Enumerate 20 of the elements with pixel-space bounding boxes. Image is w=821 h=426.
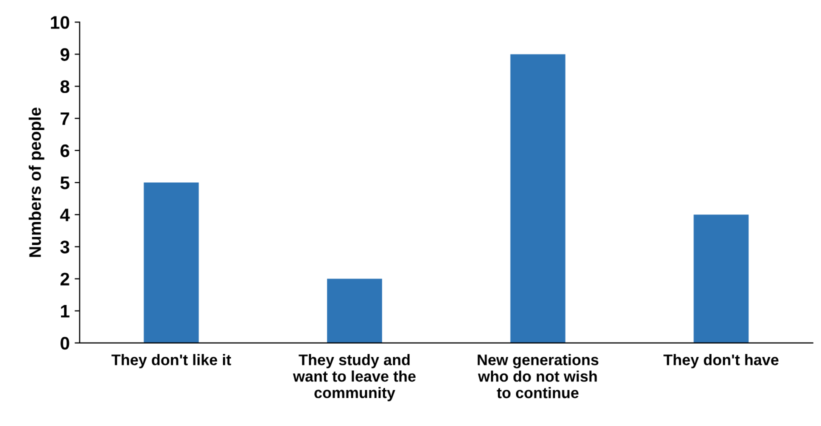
x-tick-label: They don't like it: [111, 354, 232, 368]
bar: [144, 182, 199, 343]
bar: [694, 214, 749, 343]
y-tick-label: 9: [60, 48, 70, 61]
bar: [327, 278, 382, 343]
y-tick-label: 2: [60, 272, 70, 286]
y-tick-label: 3: [60, 240, 70, 254]
y-tick-label: 5: [60, 176, 70, 190]
x-tick-label: They don't have: [663, 354, 778, 368]
x-tick-label: New generations who do not wish to continue: [478, 354, 598, 398]
y-axis-title: Numbers of people: [28, 108, 44, 257]
y-tick-label: 0: [60, 336, 70, 350]
y-tick-label: 7: [60, 112, 70, 125]
y-tick-label: 10: [50, 16, 70, 29]
bar: [510, 54, 566, 343]
y-tick-label: 8: [60, 80, 70, 94]
y-tick-label: 4: [60, 208, 70, 222]
y-tick-label: 6: [60, 144, 70, 158]
x-tick-label: They study and want to leave the community: [292, 354, 416, 402]
y-tick-label: 1: [61, 304, 70, 318]
